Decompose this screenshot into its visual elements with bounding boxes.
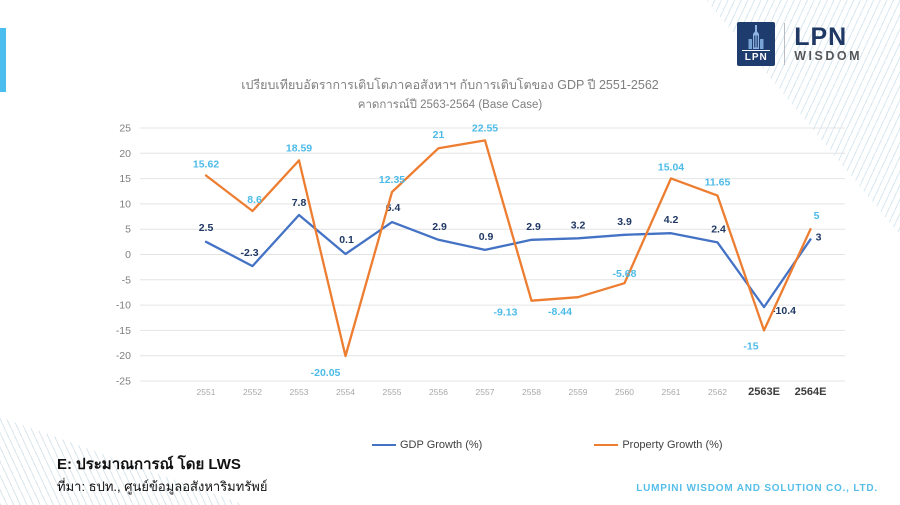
data-label: -9.13 xyxy=(494,307,518,319)
y-axis-tick-label: -5 xyxy=(122,274,131,286)
data-label: -2.3 xyxy=(240,247,258,259)
data-label: 11.65 xyxy=(705,177,731,189)
chart-legend: GDP Growth (%) Property Growth (%) xyxy=(372,439,723,451)
y-axis-tick-label: 20 xyxy=(119,148,131,160)
x-axis-tick-label: 2558 xyxy=(522,387,541,397)
legend-label-gdp: GDP Growth (%) xyxy=(400,439,483,451)
data-label: 0.1 xyxy=(339,234,354,246)
x-axis-tick-label: 2552 xyxy=(243,387,262,397)
lpn-wisdom-logo: LPN LPN WISDOM xyxy=(737,22,862,66)
source-note: ที่มา: ธปท., ศูนย์ข้อมูลอสังหาริมทรัพย์ xyxy=(57,479,268,494)
y-axis-tick-label: 10 xyxy=(119,198,131,210)
estimate-note: E: ประมาณการณ์ โดย LWS xyxy=(57,456,241,473)
x-axis-tick-label: 2553 xyxy=(290,387,309,397)
y-axis-tick-label: -20 xyxy=(116,350,131,362)
lpn-icon-label: LPN xyxy=(742,50,771,63)
y-axis-tick-label: -15 xyxy=(116,325,131,337)
x-axis-tick-label: 2561 xyxy=(662,387,681,397)
y-axis-tick-label: 0 xyxy=(125,249,131,261)
footer-notes: E: ประมาณการณ์ โดย LWS ที่มา: ธปท., ศูนย… xyxy=(57,455,268,497)
data-label: 12.35 xyxy=(379,174,405,186)
logo-brand-text: LPN xyxy=(794,22,848,51)
x-axis-tick-label: 2564E xyxy=(795,386,827,398)
x-axis-tick-label: 2551 xyxy=(197,387,216,397)
chart-svg: -25 -20 -15 -10 -5 0 5 10 15 20 25 2551 2552 2553 2554… xyxy=(116,122,845,398)
data-label: 22.55 xyxy=(472,122,498,134)
data-label: 7.8 xyxy=(292,197,307,209)
company-name: LUMPINI WISDOM AND SOLUTION CO., LTD. xyxy=(636,483,878,494)
logo-divider xyxy=(784,23,786,65)
data-label: -10.4 xyxy=(772,305,796,317)
y-axis-tick-label: -25 xyxy=(116,376,131,388)
data-label: 3.9 xyxy=(617,216,632,228)
legend-label-property: Property Growth (%) xyxy=(622,439,723,451)
y-axis-tick-label: 25 xyxy=(119,123,131,135)
y-axis-tick-label: -10 xyxy=(116,300,131,312)
data-label: 21 xyxy=(433,129,445,141)
data-label: -15 xyxy=(743,340,758,352)
property-growth-line xyxy=(204,139,812,358)
data-label: 2.9 xyxy=(526,221,541,233)
x-axis-tick-label: 2563E xyxy=(748,386,780,398)
data-label: 4.2 xyxy=(664,214,679,226)
chart-subtitle: คาดการณ์ปี 2563-2564 (Base Case) xyxy=(357,99,543,111)
data-label: 18.59 xyxy=(286,142,312,154)
property-line-swatch xyxy=(594,443,619,447)
data-label: 0.9 xyxy=(479,231,494,243)
x-axis-tick-label: 2555 xyxy=(383,387,402,397)
data-label: 2.4 xyxy=(711,223,726,235)
gdp-line-swatch xyxy=(372,443,396,447)
data-label: 15.04 xyxy=(658,161,684,173)
legend-item-property: Property Growth (%) xyxy=(594,439,723,451)
data-label: 2.5 xyxy=(199,222,214,234)
x-axis-tick-label: 2559 xyxy=(569,387,588,397)
data-label: 3 xyxy=(816,231,822,243)
x-axis-tick-label: 2557 xyxy=(476,387,495,397)
y-axis-tick-label: 5 xyxy=(125,224,131,236)
logo-subbrand-text: WISDOM xyxy=(794,48,862,63)
data-label: -5.68 xyxy=(613,268,637,280)
y-axis-tick-label: 15 xyxy=(119,173,131,185)
x-axis-tick-label: 2560 xyxy=(615,387,634,397)
data-label: 15.62 xyxy=(193,158,219,170)
data-label: -8.44 xyxy=(548,306,572,318)
chart-title: เปรียบเทียบอัตราการเติบโตภาคอสังหาฯ กับก… xyxy=(241,78,659,92)
x-axis-tick-label: 2556 xyxy=(429,387,448,397)
left-accent-bar xyxy=(0,28,6,92)
data-label: 5 xyxy=(814,210,820,222)
x-axis-tick-label: 2554 xyxy=(336,387,355,397)
line-chart: -25 -20 -15 -10 -5 0 5 10 15 20 25 2551 2552 2553 2554… xyxy=(85,112,865,412)
legend-item-gdp: GDP Growth (%) xyxy=(372,439,482,451)
data-label: 8.6 xyxy=(247,194,262,206)
gdp-growth-line xyxy=(204,213,812,309)
data-label: -20.05 xyxy=(311,367,341,379)
data-label: 3.2 xyxy=(571,219,586,231)
data-label: 2.9 xyxy=(432,221,447,233)
x-axis-tick-label: 2562 xyxy=(708,387,727,397)
lpn-building-icon: LPN xyxy=(737,22,776,66)
building-icon xyxy=(748,25,764,49)
